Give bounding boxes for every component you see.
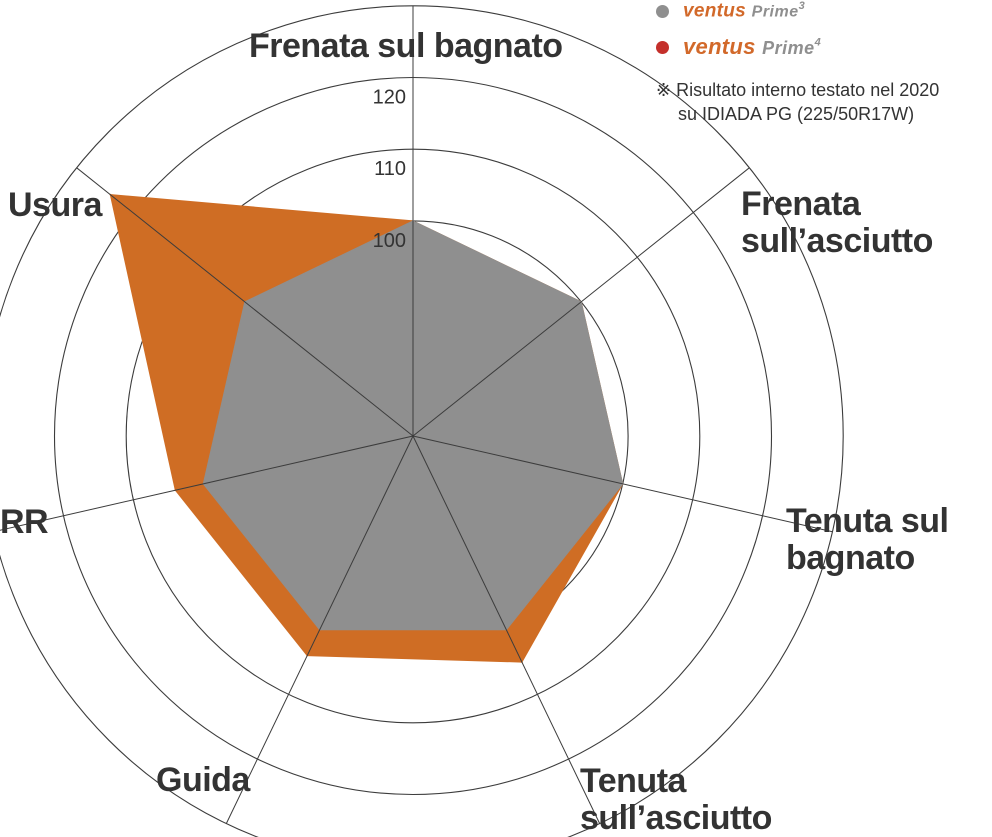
spoke-4	[225, 435, 414, 824]
spoke-5	[0, 435, 414, 531]
legend-logo-prime3: ventus Prime3	[683, 0, 805, 22]
spoke-2	[412, 435, 833, 533]
series-layer	[109, 193, 624, 663]
test-note: ※ Risultato interno testato nel 2020 su …	[656, 78, 939, 126]
spoke-3	[412, 435, 601, 824]
legend-item-prime4: ventus Prime4	[656, 34, 821, 60]
radial-tick-labels: 100 110 120	[373, 87, 406, 252]
tick-label-120: 120	[373, 87, 406, 109]
tick-label-100: 100	[373, 230, 406, 252]
legend-gen: 4	[814, 36, 822, 49]
axis-label-guida: Guida	[156, 761, 250, 799]
axis-label-tenuta-bagnato: Tenuta sul bagnato	[786, 502, 949, 577]
legend-gen: 3	[798, 0, 806, 12]
legend-model: Prime	[762, 38, 815, 58]
legend-logo-prime4: ventus Prime4	[683, 34, 821, 60]
legend-brand: ventus	[683, 34, 756, 59]
test-note-line2: su IDIADA PG (225/50R17W)	[678, 104, 915, 124]
legend-dot-prime4	[656, 40, 669, 54]
spoke-1	[412, 167, 750, 437]
legend-model: Prime	[751, 3, 799, 21]
spoke-6	[76, 167, 414, 437]
tick-label-110: 110	[374, 158, 406, 180]
axis-label-frenata-bagnato: Frenata sul bagnato	[249, 27, 563, 65]
axis-spokes	[0, 5, 833, 824]
axis-label-tenuta-asciutto: Tenuta sull’asciutto	[580, 762, 772, 837]
axis-label-usura: Usura	[8, 186, 102, 224]
legend-dot-prime3	[656, 4, 669, 18]
axis-label-rr: RR	[0, 503, 49, 541]
legend-item-prime3: ventus Prime3	[656, 0, 805, 22]
legend-brand: ventus	[683, 0, 747, 22]
grid-circle-130	[0, 5, 844, 837]
test-note-line1: ※ Risultato interno testato nel 2020	[656, 80, 940, 100]
axis-label-frenata-asciutto: Frenata sull’asciutto	[741, 185, 933, 260]
